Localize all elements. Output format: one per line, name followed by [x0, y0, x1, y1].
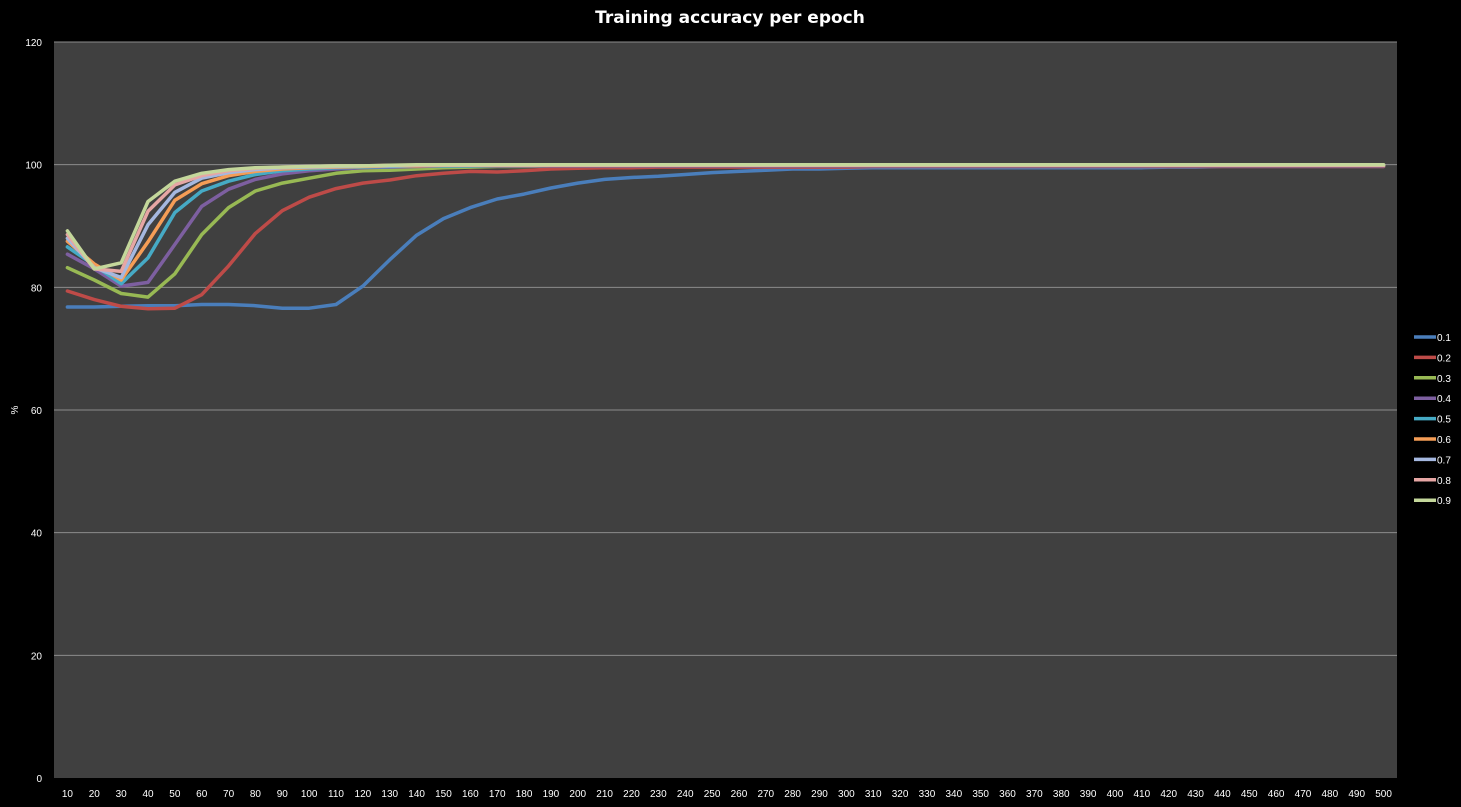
x-tick-label: 110	[328, 789, 344, 800]
legend-item-0.4: 0.4	[1414, 394, 1451, 405]
x-tick-label: 10	[62, 789, 74, 800]
x-tick-label: 120	[355, 789, 372, 800]
x-tick-label: 200	[569, 789, 586, 800]
legend-item-0.5: 0.5	[1414, 415, 1451, 426]
x-tick-label: 430	[1187, 789, 1204, 800]
x-tick-label: 150	[435, 789, 452, 800]
y-tick-label: 120	[25, 38, 42, 49]
legend-label: 0.3	[1437, 374, 1451, 385]
legend-label: 0.9	[1437, 496, 1451, 507]
x-tick-label: 490	[1348, 789, 1365, 800]
x-tick-label: 370	[1026, 789, 1043, 800]
x-tick-label: 280	[784, 789, 801, 800]
legend-label: 0.1	[1437, 333, 1451, 344]
x-tick-label: 450	[1241, 789, 1258, 800]
x-tick-label: 500	[1375, 789, 1392, 800]
x-tick-label: 100	[301, 789, 318, 800]
y-tick-label: 80	[31, 283, 43, 294]
legend-label: 0.5	[1437, 415, 1451, 426]
x-tick-label: 160	[462, 789, 479, 800]
series-line-0.9	[65, 162, 1386, 271]
x-tick-label: 360	[999, 789, 1016, 800]
x-tick-label: 350	[972, 789, 989, 800]
legend-label: 0.6	[1437, 435, 1451, 446]
x-tick-label: 60	[196, 789, 208, 800]
legend-label: 0.8	[1437, 476, 1451, 487]
x-tick-label: 20	[89, 789, 101, 800]
legend-item-0.9: 0.9	[1414, 496, 1451, 507]
legend-label: 0.7	[1437, 455, 1451, 466]
x-tick-label: 70	[223, 789, 235, 800]
x-tick-label: 410	[1133, 789, 1150, 800]
x-tick-label: 220	[623, 789, 640, 800]
x-tick-label: 340	[945, 789, 962, 800]
x-tick-label: 270	[757, 789, 774, 800]
x-tick-label: 310	[865, 789, 882, 800]
x-tick-label: 50	[169, 789, 181, 800]
x-tick-label: 40	[142, 789, 154, 800]
x-tick-label: 400	[1107, 789, 1124, 800]
y-tick-label: 60	[31, 406, 43, 417]
y-axis-tick-labels: 0 20 40 60 80 100 120	[25, 38, 42, 785]
legend-item-0.8: 0.8	[1414, 476, 1451, 487]
legend: 0.1 0.2 0.3 0.4 0.5 0.6 0.7 0.8 0.9	[1414, 333, 1451, 507]
y-tick-label: 100	[25, 161, 42, 172]
x-tick-label: 190	[543, 789, 560, 800]
x-tick-label: 420	[1160, 789, 1177, 800]
x-tick-label: 130	[381, 789, 398, 800]
legend-item-0.7: 0.7	[1414, 455, 1451, 466]
x-tick-label: 210	[596, 789, 613, 800]
x-tick-label: 480	[1322, 789, 1339, 800]
legend-item-0.3: 0.3	[1414, 374, 1451, 385]
x-tick-label: 460	[1268, 789, 1285, 800]
x-tick-label: 300	[838, 789, 855, 800]
y-tick-label: 0	[36, 774, 42, 785]
x-axis-tick-labels: 10 20 30 40 50 60 70 80 90 100 110 120 130 140 150 160 1…	[62, 789, 1392, 800]
legend-label: 0.2	[1437, 353, 1451, 364]
series-lines	[65, 162, 1386, 311]
x-tick-label: 440	[1214, 789, 1231, 800]
x-tick-label: 260	[731, 789, 748, 800]
x-tick-label: 320	[892, 789, 909, 800]
legend-item-0.1: 0.1	[1414, 333, 1451, 344]
x-tick-label: 290	[811, 789, 828, 800]
x-tick-label: 230	[650, 789, 667, 800]
x-tick-label: 140	[408, 789, 425, 800]
y-axis-label: %	[10, 405, 21, 414]
x-tick-label: 180	[516, 789, 533, 800]
x-tick-label: 250	[704, 789, 721, 800]
x-tick-label: 80	[250, 789, 262, 800]
x-tick-label: 390	[1080, 789, 1097, 800]
chart-title: Training accuracy per epoch	[595, 8, 865, 28]
x-tick-label: 240	[677, 789, 694, 800]
x-tick-label: 30	[116, 789, 128, 800]
x-tick-label: 90	[277, 789, 289, 800]
x-tick-label: 470	[1295, 789, 1312, 800]
x-tick-label: 170	[489, 789, 506, 800]
x-tick-label: 380	[1053, 789, 1070, 800]
gridlines	[54, 41, 1397, 656]
legend-label: 0.4	[1437, 394, 1451, 405]
y-tick-label: 20	[31, 651, 43, 662]
y-tick-label: 40	[31, 529, 43, 540]
x-tick-label: 330	[919, 789, 936, 800]
legend-item-0.2: 0.2	[1414, 353, 1451, 364]
legend-item-0.6: 0.6	[1414, 435, 1451, 446]
